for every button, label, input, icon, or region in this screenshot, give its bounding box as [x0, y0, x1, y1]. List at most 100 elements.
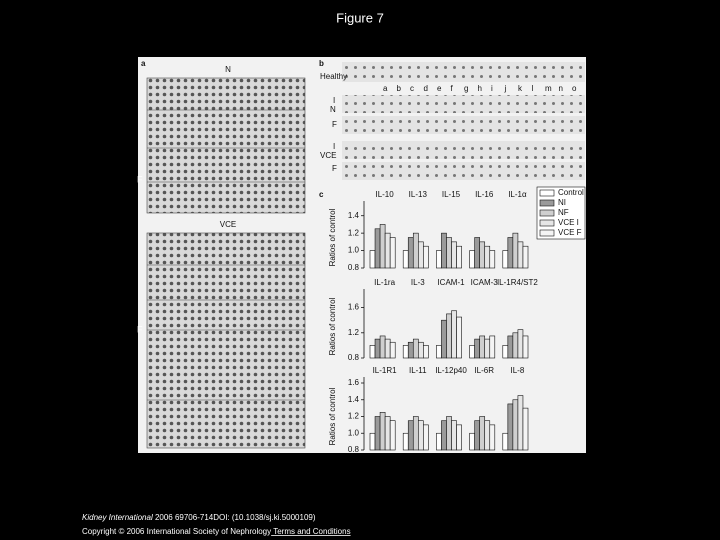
- bar: [502, 345, 509, 359]
- bar: [423, 424, 429, 451]
- bar: [469, 345, 475, 359]
- slide-title: Figure 7: [336, 10, 384, 25]
- bar: [407, 237, 414, 269]
- bar: [522, 245, 529, 269]
- row-label: I: [333, 96, 335, 105]
- category-label: ICAM-3: [471, 278, 499, 287]
- bar: [369, 250, 376, 269]
- row-label: I: [333, 142, 335, 151]
- bar: [517, 241, 524, 269]
- bar: [418, 241, 424, 269]
- panel-label: b: [319, 59, 324, 68]
- legend-label: VCE I: [558, 218, 579, 227]
- y-tick-label: 0.8: [348, 445, 360, 454]
- spot-letter: h: [478, 84, 482, 93]
- row-label: F: [332, 120, 337, 129]
- bar: [407, 341, 414, 359]
- row-label: VCE: [320, 151, 336, 160]
- bar: [474, 338, 480, 359]
- side-label: F: [137, 324, 143, 334]
- bar: [446, 237, 452, 269]
- bar: [456, 316, 462, 359]
- bar: [384, 416, 391, 451]
- spot-letter: l: [532, 84, 534, 93]
- legend-label: NF: [558, 208, 569, 217]
- spot-letter: o: [572, 84, 577, 93]
- bar: [456, 424, 462, 451]
- bar: [402, 432, 409, 451]
- bar: [522, 335, 529, 359]
- legend-swatch: [539, 209, 555, 217]
- row-label: F: [332, 164, 337, 173]
- terms-link[interactable]: Terms and Conditions: [271, 527, 350, 536]
- bar: [436, 345, 442, 359]
- bar: [507, 237, 514, 269]
- bar: [489, 424, 496, 451]
- blot-label: VCE: [220, 220, 236, 229]
- legend-swatch: [539, 189, 555, 197]
- bar: [479, 416, 486, 451]
- bar: [479, 335, 486, 359]
- bar: [474, 420, 480, 451]
- category-label: IL-13: [409, 190, 428, 199]
- bar: [379, 412, 386, 451]
- category-label: IL-10: [375, 190, 394, 199]
- bar: [451, 420, 457, 451]
- bar: [402, 250, 409, 269]
- bar: [446, 416, 452, 451]
- y-tick-label: 1.4: [348, 211, 360, 220]
- spot-letter: n: [559, 84, 563, 93]
- spot-letter: k: [518, 84, 523, 93]
- y-tick-label: 1.0: [348, 428, 360, 437]
- bar: [441, 420, 447, 451]
- y-tick-label: 0.8: [348, 263, 360, 272]
- bar: [489, 250, 496, 269]
- category-label: IL-6R: [474, 366, 494, 375]
- legend-label: NI: [558, 198, 566, 207]
- y-tick-label: 1.4: [348, 395, 360, 404]
- panel-label: a: [141, 59, 146, 68]
- bar: [369, 345, 376, 359]
- bar: [484, 420, 491, 451]
- spot-letter: g: [464, 84, 468, 93]
- bar: [374, 228, 381, 269]
- citation-text: 2006 69706-714DOI: (10.1038/sj.ki.500010…: [153, 513, 316, 522]
- spot-letter: b: [397, 84, 402, 93]
- spot-letter: c: [410, 84, 414, 93]
- copyright-text: Copyright © 2006 International Society o…: [82, 527, 271, 536]
- citation: Kidney International 2006 69706-714DOI: …: [82, 513, 316, 522]
- bar: [374, 416, 381, 451]
- blot-label: N: [225, 65, 231, 74]
- category-label: IL-1R4/ST2: [497, 278, 538, 287]
- legend-label: Control: [558, 188, 584, 197]
- bar: [379, 335, 386, 359]
- row-label: Healthy: [320, 72, 347, 81]
- spot-letter: a: [383, 84, 388, 93]
- bar: [384, 232, 391, 269]
- bar: [517, 395, 524, 451]
- panel-label: c: [319, 190, 324, 199]
- bar: [502, 250, 509, 269]
- y-tick-label: 1.2: [348, 412, 360, 421]
- row-label: N: [330, 105, 336, 114]
- bar: [512, 399, 519, 451]
- y-tick-label: 1.2: [348, 228, 360, 237]
- bar: [446, 313, 452, 359]
- bar: [369, 432, 376, 451]
- bar: [484, 338, 491, 359]
- bar: [402, 345, 409, 359]
- category-label: IL-15: [442, 190, 461, 199]
- spot-letter: d: [424, 84, 428, 93]
- bar: [389, 420, 396, 451]
- bar: [436, 250, 442, 269]
- y-axis-label: Ratios of control: [328, 297, 337, 355]
- bar: [423, 245, 429, 269]
- bar: [441, 232, 447, 269]
- category-label: IL-11: [409, 366, 427, 375]
- bar: [517, 329, 524, 359]
- category-label: IL-12p40: [435, 366, 467, 375]
- category-label: IL-3: [411, 278, 425, 287]
- bar: [418, 341, 424, 359]
- y-tick-label: 1.0: [348, 246, 360, 255]
